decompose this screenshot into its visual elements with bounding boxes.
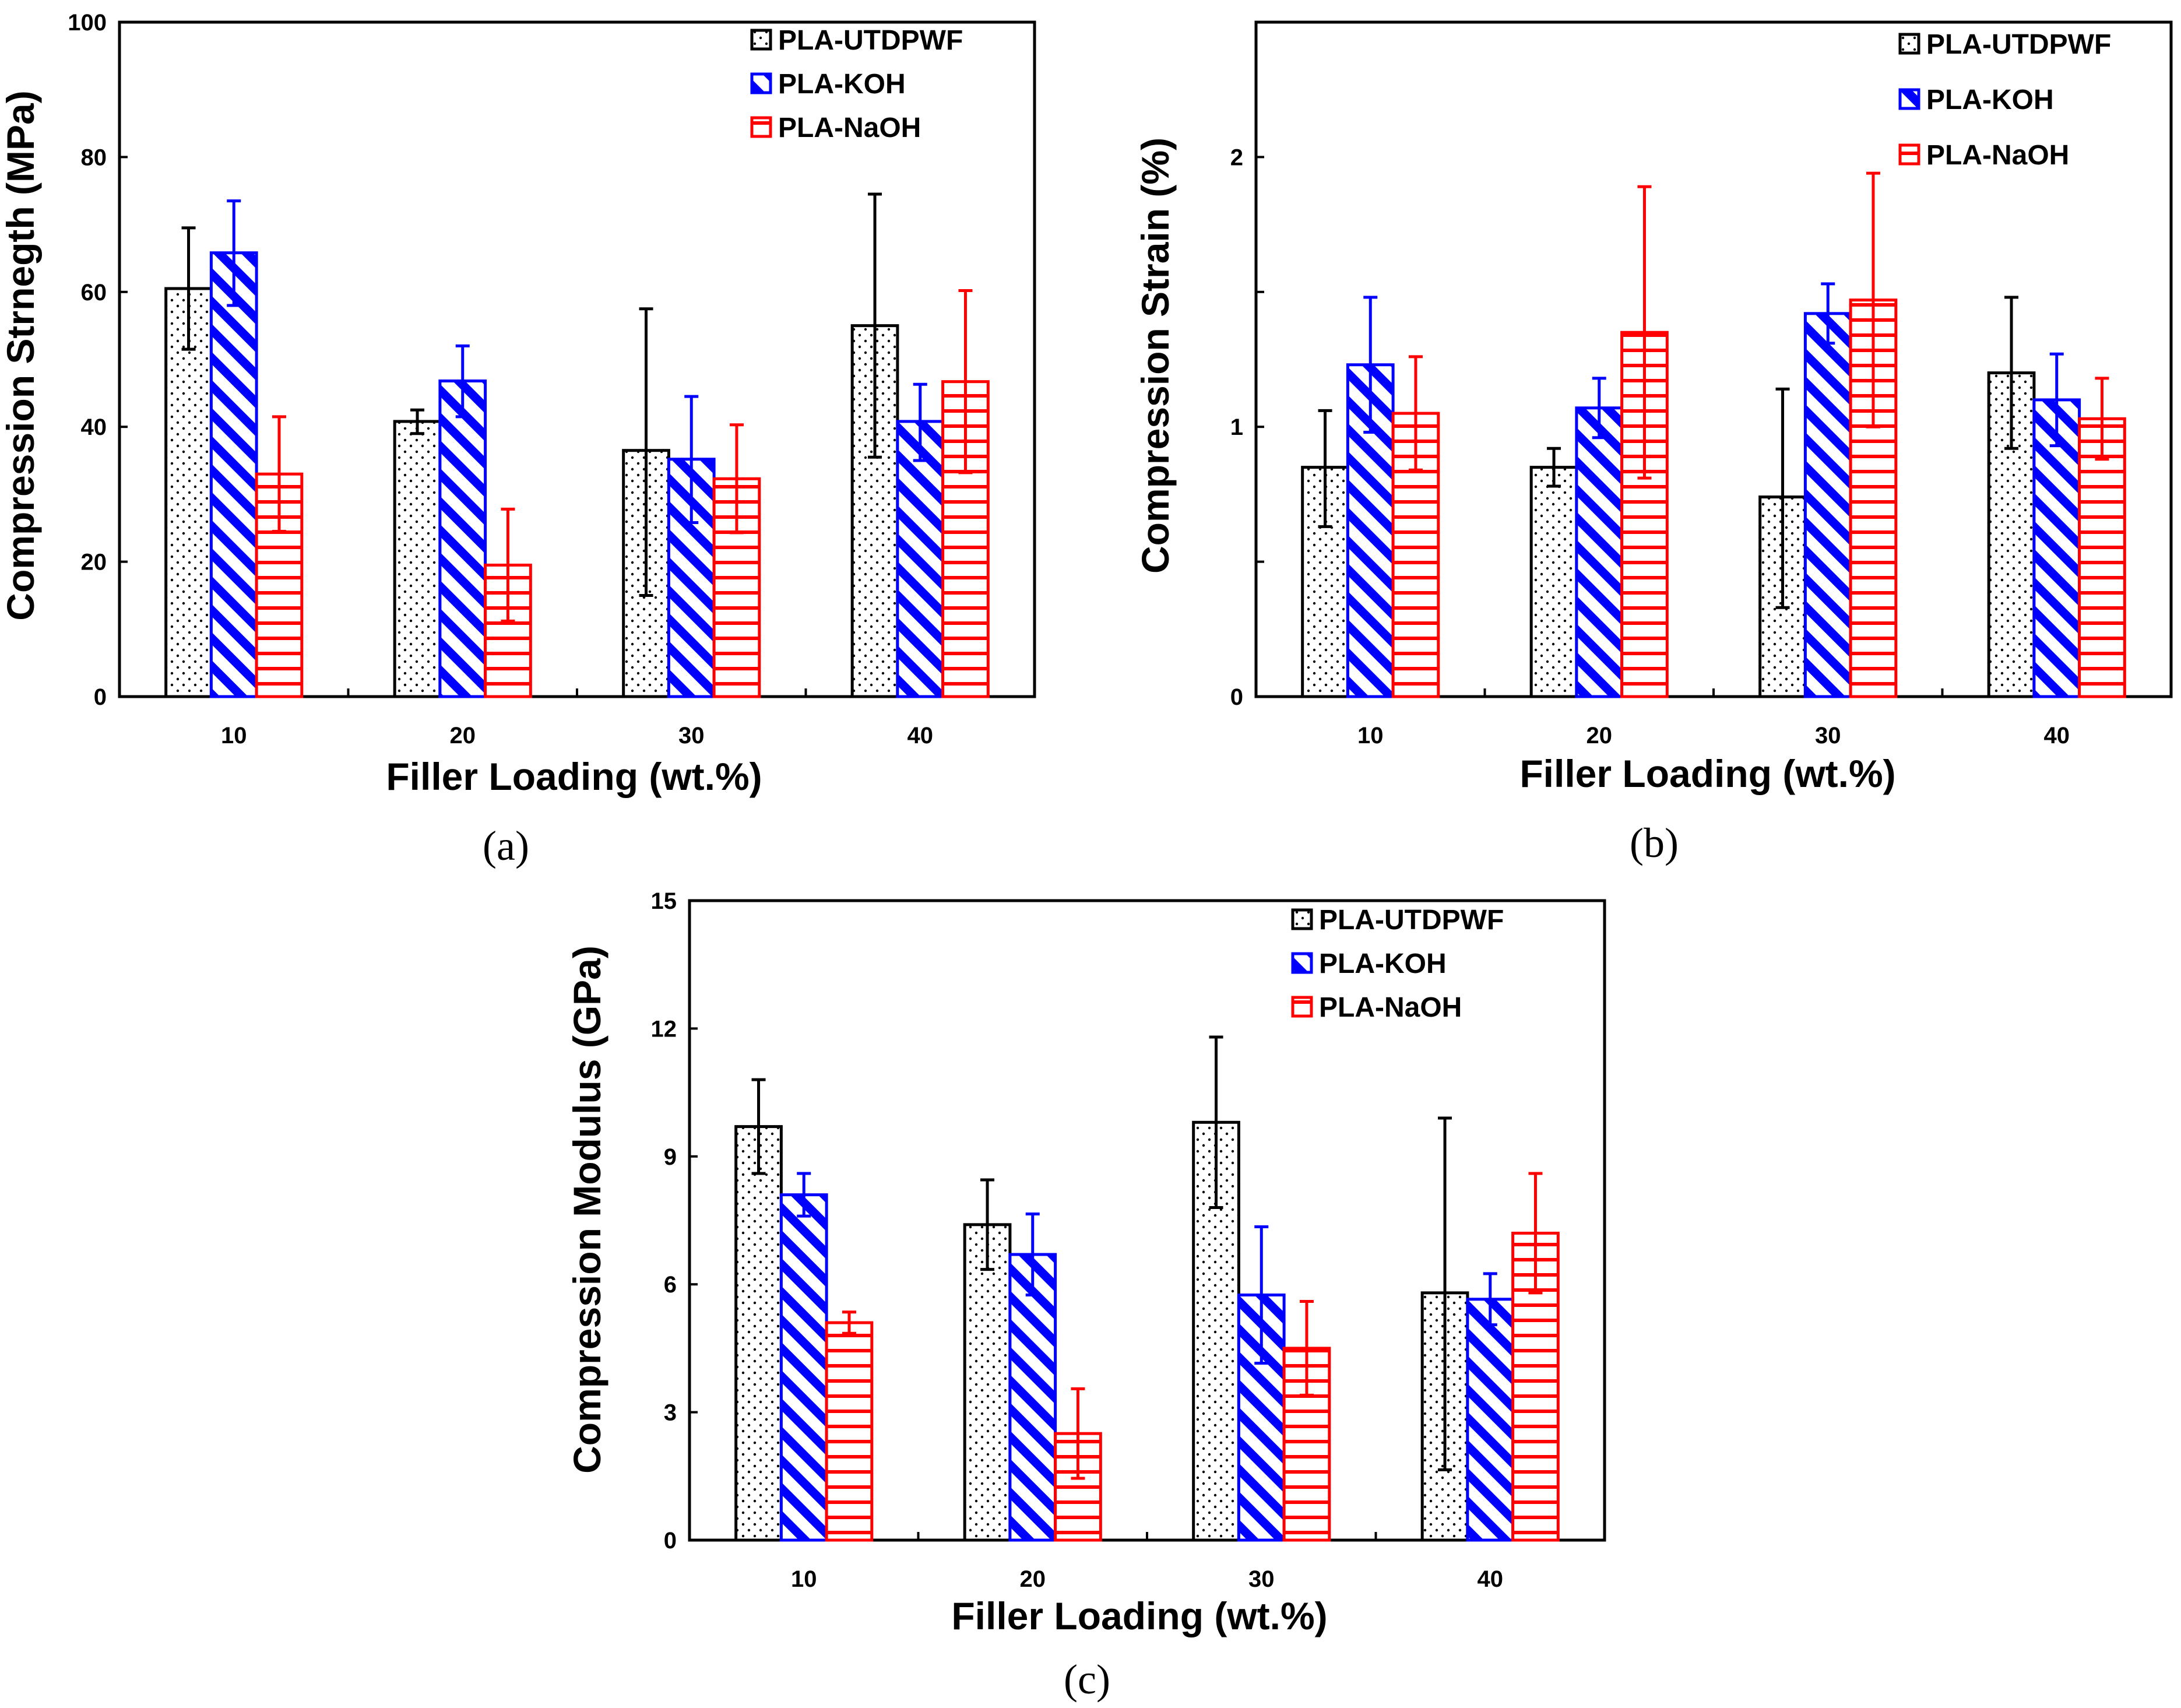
- legend-swatch-pla-koh: [750, 72, 772, 94]
- panel-a-ytick-label: 40: [81, 414, 107, 440]
- bar-pla-naoh-30: [712, 477, 761, 698]
- panel-b-ytick-label: 2: [1230, 145, 1243, 170]
- bar-pla-koh-10: [209, 251, 258, 698]
- legend-label-pla-utdpwf: PLA-UTDPWF: [1926, 29, 2111, 60]
- bar-pla-koh-20: [1575, 406, 1624, 698]
- panel-c-ytick-label: 15: [651, 888, 677, 914]
- panel-b-caption: (b): [1630, 820, 1679, 866]
- panel-c-xtick-label: 30: [1248, 1566, 1275, 1592]
- legend-swatch-pla-naoh: [750, 116, 772, 138]
- legend-label-pla-koh: PLA-KOH: [1319, 948, 1447, 979]
- panel-c-caption: (c): [1064, 1656, 1110, 1703]
- legend-swatch-pla-koh: [1898, 88, 1920, 110]
- panel-a-ytick-label: 0: [94, 684, 107, 710]
- panel-c-ytick-label: 0: [664, 1528, 677, 1554]
- panel-a-ylabel: Compression Strnegth (MPa): [0, 90, 42, 620]
- panel-c-plot: 0 3 6 9 12 15 10 20 30 40 PLA-UTDPWF PLA-KOH PLA-NaO…: [651, 888, 1606, 1592]
- panel-b-xtick-label: 30: [1815, 723, 1841, 748]
- panel-b-xtick-label: 10: [1357, 723, 1384, 748]
- bar-pla-koh-20: [438, 379, 487, 698]
- panel-a-ytick-label: 100: [68, 10, 107, 36]
- legend-swatch-pla-utdpwf: [750, 29, 772, 51]
- legend-label-pla-utdpwf: PLA-UTDPWF: [1319, 905, 1504, 936]
- legend-swatch-pla-naoh: [1898, 143, 1920, 166]
- panel-a-ytick-label: 60: [81, 280, 107, 305]
- panel-a-xtick-label: 20: [450, 723, 476, 748]
- panel-b-ylabel: Compression Strain (%): [1134, 138, 1177, 574]
- panel-a-xlabel: Filler Loading (wt.%): [386, 755, 762, 798]
- legend-swatch-pla-naoh: [1291, 996, 1313, 1018]
- bar-pla-koh-10: [779, 1193, 828, 1542]
- bar-pla-koh-30: [1803, 312, 1852, 698]
- legend-swatch-pla-utdpwf: [1898, 33, 1920, 55]
- panel-a-xtick-label: 40: [907, 723, 934, 748]
- bar-pla-utdpwf-10: [734, 1125, 783, 1542]
- panel-a: 0 20 40 60 80 100 10 20 30 40 PLA-UTDPWF PLA-KOH PLA…: [0, 10, 1036, 869]
- bar-pla-utdpwf-20: [963, 1223, 1012, 1542]
- panel-a-caption: (a): [483, 823, 529, 869]
- panel-b-xlabel: Filler Loading (wt.%): [1519, 752, 1895, 795]
- legend-swatch-pla-koh: [1291, 952, 1313, 974]
- panel-c-xtick-label: 40: [1478, 1566, 1504, 1592]
- panel-c-ytick-label: 12: [651, 1016, 677, 1042]
- panel-c-xlabel: Filler Loading (wt.%): [951, 1594, 1327, 1637]
- bar-pla-naoh-10: [825, 1321, 874, 1542]
- panel-b-ytick-label: 0: [1230, 684, 1243, 710]
- panel-c-ytick-label: 9: [664, 1144, 677, 1170]
- panel-b-plot: 0 1 2 10 20 30 40 PLA-UTDPWF PLA-KOH PLA-NaOH: [1230, 20, 2173, 748]
- legend-swatch-pla-utdpwf: [1291, 908, 1313, 930]
- legend-label-pla-naoh: PLA-NaOH: [1926, 140, 2069, 171]
- bar-pla-koh-40: [896, 420, 945, 698]
- panel-c-ytick-label: 6: [664, 1272, 677, 1298]
- panel-b-ytick-label: 1: [1230, 414, 1243, 440]
- panel-b-xtick-label: 20: [1586, 723, 1613, 748]
- panel-a-plot: 0 20 40 60 80 100 10 20 30 40 PLA-UTDPWF PLA-KOH PLA…: [68, 10, 1036, 748]
- panel-c: 0 3 6 9 12 15 10 20 30 40 PLA-UTDPWF PLA-KOH PLA-NaO…: [565, 888, 1606, 1703]
- panel-b-xtick-label: 40: [2044, 723, 2070, 748]
- bar-pla-utdpwf-20: [1529, 466, 1578, 698]
- legend-label-pla-koh: PLA-KOH: [1926, 85, 2054, 115]
- panel-c-xtick-label: 20: [1020, 1566, 1046, 1592]
- panel-a-xtick-label: 30: [678, 723, 705, 748]
- legend-label-pla-naoh: PLA-NaOH: [1319, 992, 1462, 1023]
- panel-c-ytick-label: 3: [664, 1400, 677, 1426]
- legend-label-pla-koh: PLA-KOH: [778, 69, 906, 100]
- bar-pla-naoh-40: [2078, 417, 2126, 698]
- panel-c-xtick-label: 10: [791, 1566, 817, 1592]
- panel-a-ytick-label: 80: [81, 145, 107, 170]
- bar-pla-koh-20: [1008, 1253, 1057, 1542]
- legend-label-pla-naoh: PLA-NaOH: [778, 113, 921, 143]
- panel-a-xtick-label: 10: [221, 723, 247, 748]
- legend-label-pla-utdpwf: PLA-UTDPWF: [778, 25, 963, 56]
- panel-c-ylabel: Compression Modulus (GPa): [565, 946, 608, 1474]
- bar-pla-utdpwf-20: [393, 420, 442, 698]
- panel-b: 0 1 2 10 20 30 40 PLA-UTDPWF PLA-KOH PLA-NaOH Fil…: [1134, 20, 2173, 866]
- bar-pla-koh-40: [1466, 1298, 1515, 1542]
- panel-a-ytick-label: 20: [81, 550, 107, 575]
